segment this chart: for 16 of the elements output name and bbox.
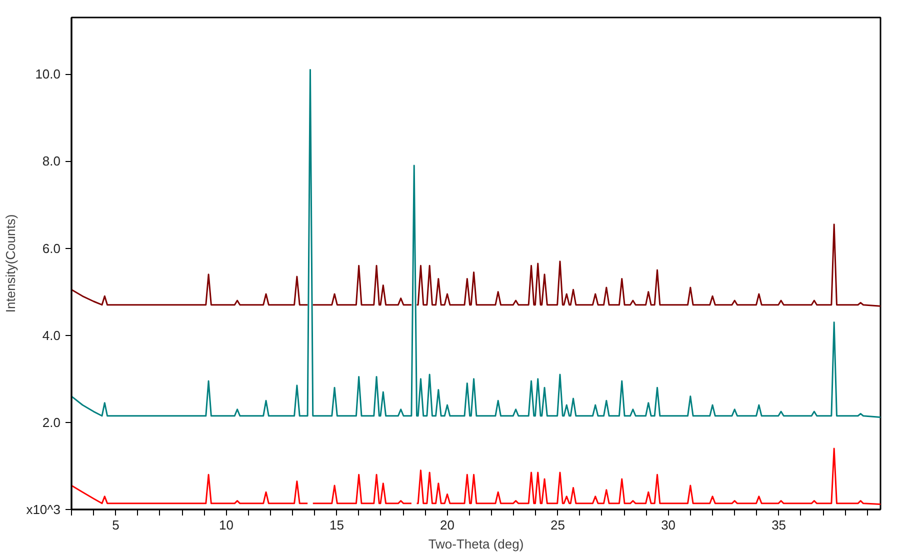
y-tick-label: 2.0 xyxy=(42,414,61,430)
y-tick-label: 6.0 xyxy=(42,240,61,256)
y-axis-title: Intensity(Counts) xyxy=(3,214,18,313)
x-axis-title: Two-Theta (deg) xyxy=(428,536,524,552)
y-tick-label: x10^3 xyxy=(26,502,61,517)
line-series xyxy=(72,69,880,418)
y-tick-label: 10.0 xyxy=(35,66,61,82)
x-tick-label: 5 xyxy=(112,518,120,532)
x-tick-label: 20 xyxy=(440,518,455,532)
x-tick-label: 35 xyxy=(772,518,786,532)
y-tick-label: 8.0 xyxy=(42,154,61,169)
x-tick-label: 25 xyxy=(550,518,566,532)
x-tick-label: 15 xyxy=(330,518,344,532)
x-tick-label: 10 xyxy=(218,518,234,532)
x-tick-label: 30 xyxy=(661,518,676,532)
y-tick-label: 4.0 xyxy=(42,328,61,343)
